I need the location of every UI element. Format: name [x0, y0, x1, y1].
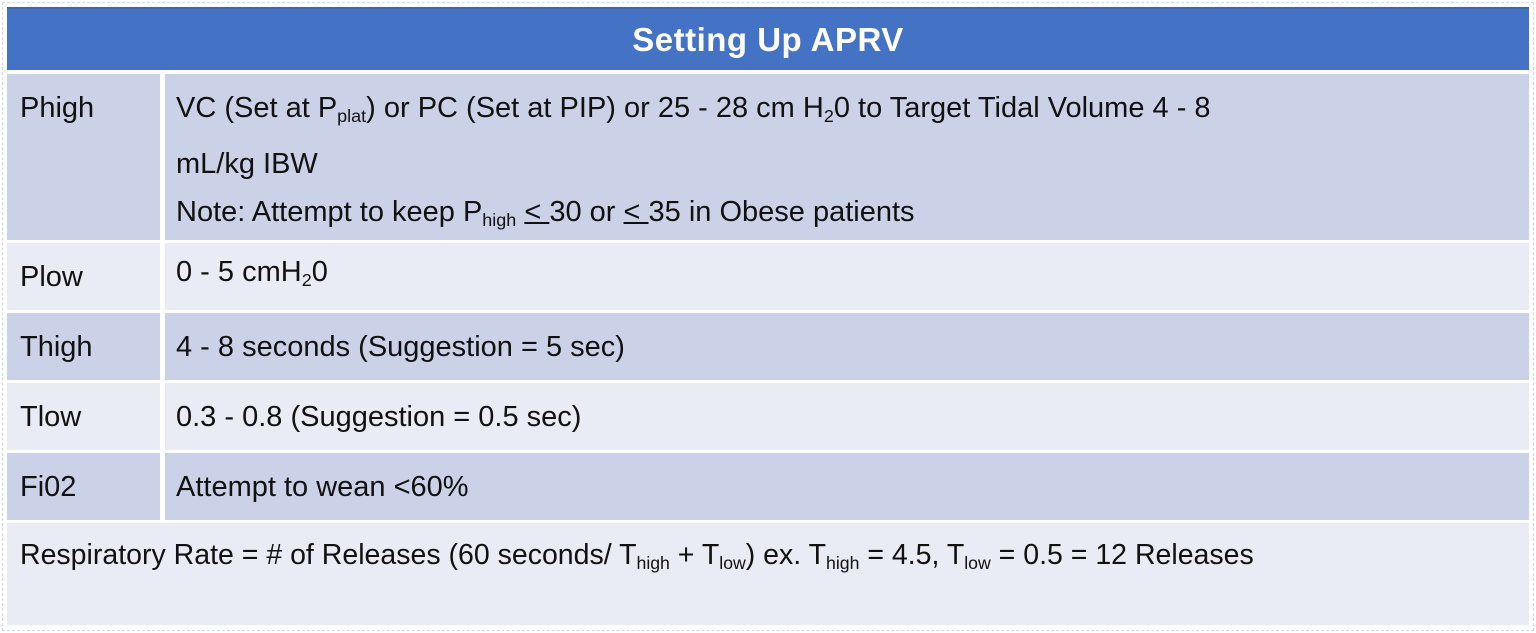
row-label-tlow: Tlow — [7, 383, 165, 450]
table-row-fi02: Fi02 Attempt to wean <60% — [7, 453, 1529, 520]
table-header: Setting Up APRV — [7, 7, 1529, 70]
row-label-plow: Plow — [7, 243, 165, 310]
footer-text: Respiratory Rate = # of Releases (60 sec… — [20, 539, 1254, 573]
row-content-thigh: 4 - 8 seconds (Suggestion = 5 sec) — [176, 330, 625, 363]
row-content-fi02: Attempt to wean <60% — [176, 470, 469, 503]
row-content-plow: 0 - 5 cmH20 — [176, 256, 328, 291]
row-content-tlow: 0.3 - 0.8 (Suggestion = 0.5 sec) — [176, 400, 582, 433]
aprv-table: Setting Up APRV Phigh VC (Set at Pplat) … — [7, 7, 1529, 625]
row-label-thigh: Thigh — [7, 313, 165, 380]
table-row-tlow: Tlow 0.3 - 0.8 (Suggestion = 0.5 sec) — [7, 383, 1529, 450]
row-label-phigh: Phigh — [7, 74, 165, 240]
row-label-fi02: Fi02 — [7, 453, 165, 520]
row-content-phigh: VC (Set at Pplat) or PC (Set at PIP) or … — [176, 92, 1211, 231]
table-footer-respiratory-rate: Respiratory Rate = # of Releases (60 sec… — [7, 523, 1529, 625]
table-row-thigh: Thigh 4 - 8 seconds (Suggestion = 5 sec) — [7, 313, 1529, 380]
table-title: Setting Up APRV — [632, 20, 904, 58]
table-row-plow: Plow 0 - 5 cmH20 — [7, 243, 1529, 310]
table-row-phigh: Phigh VC (Set at Pplat) or PC (Set at PI… — [7, 74, 1529, 240]
